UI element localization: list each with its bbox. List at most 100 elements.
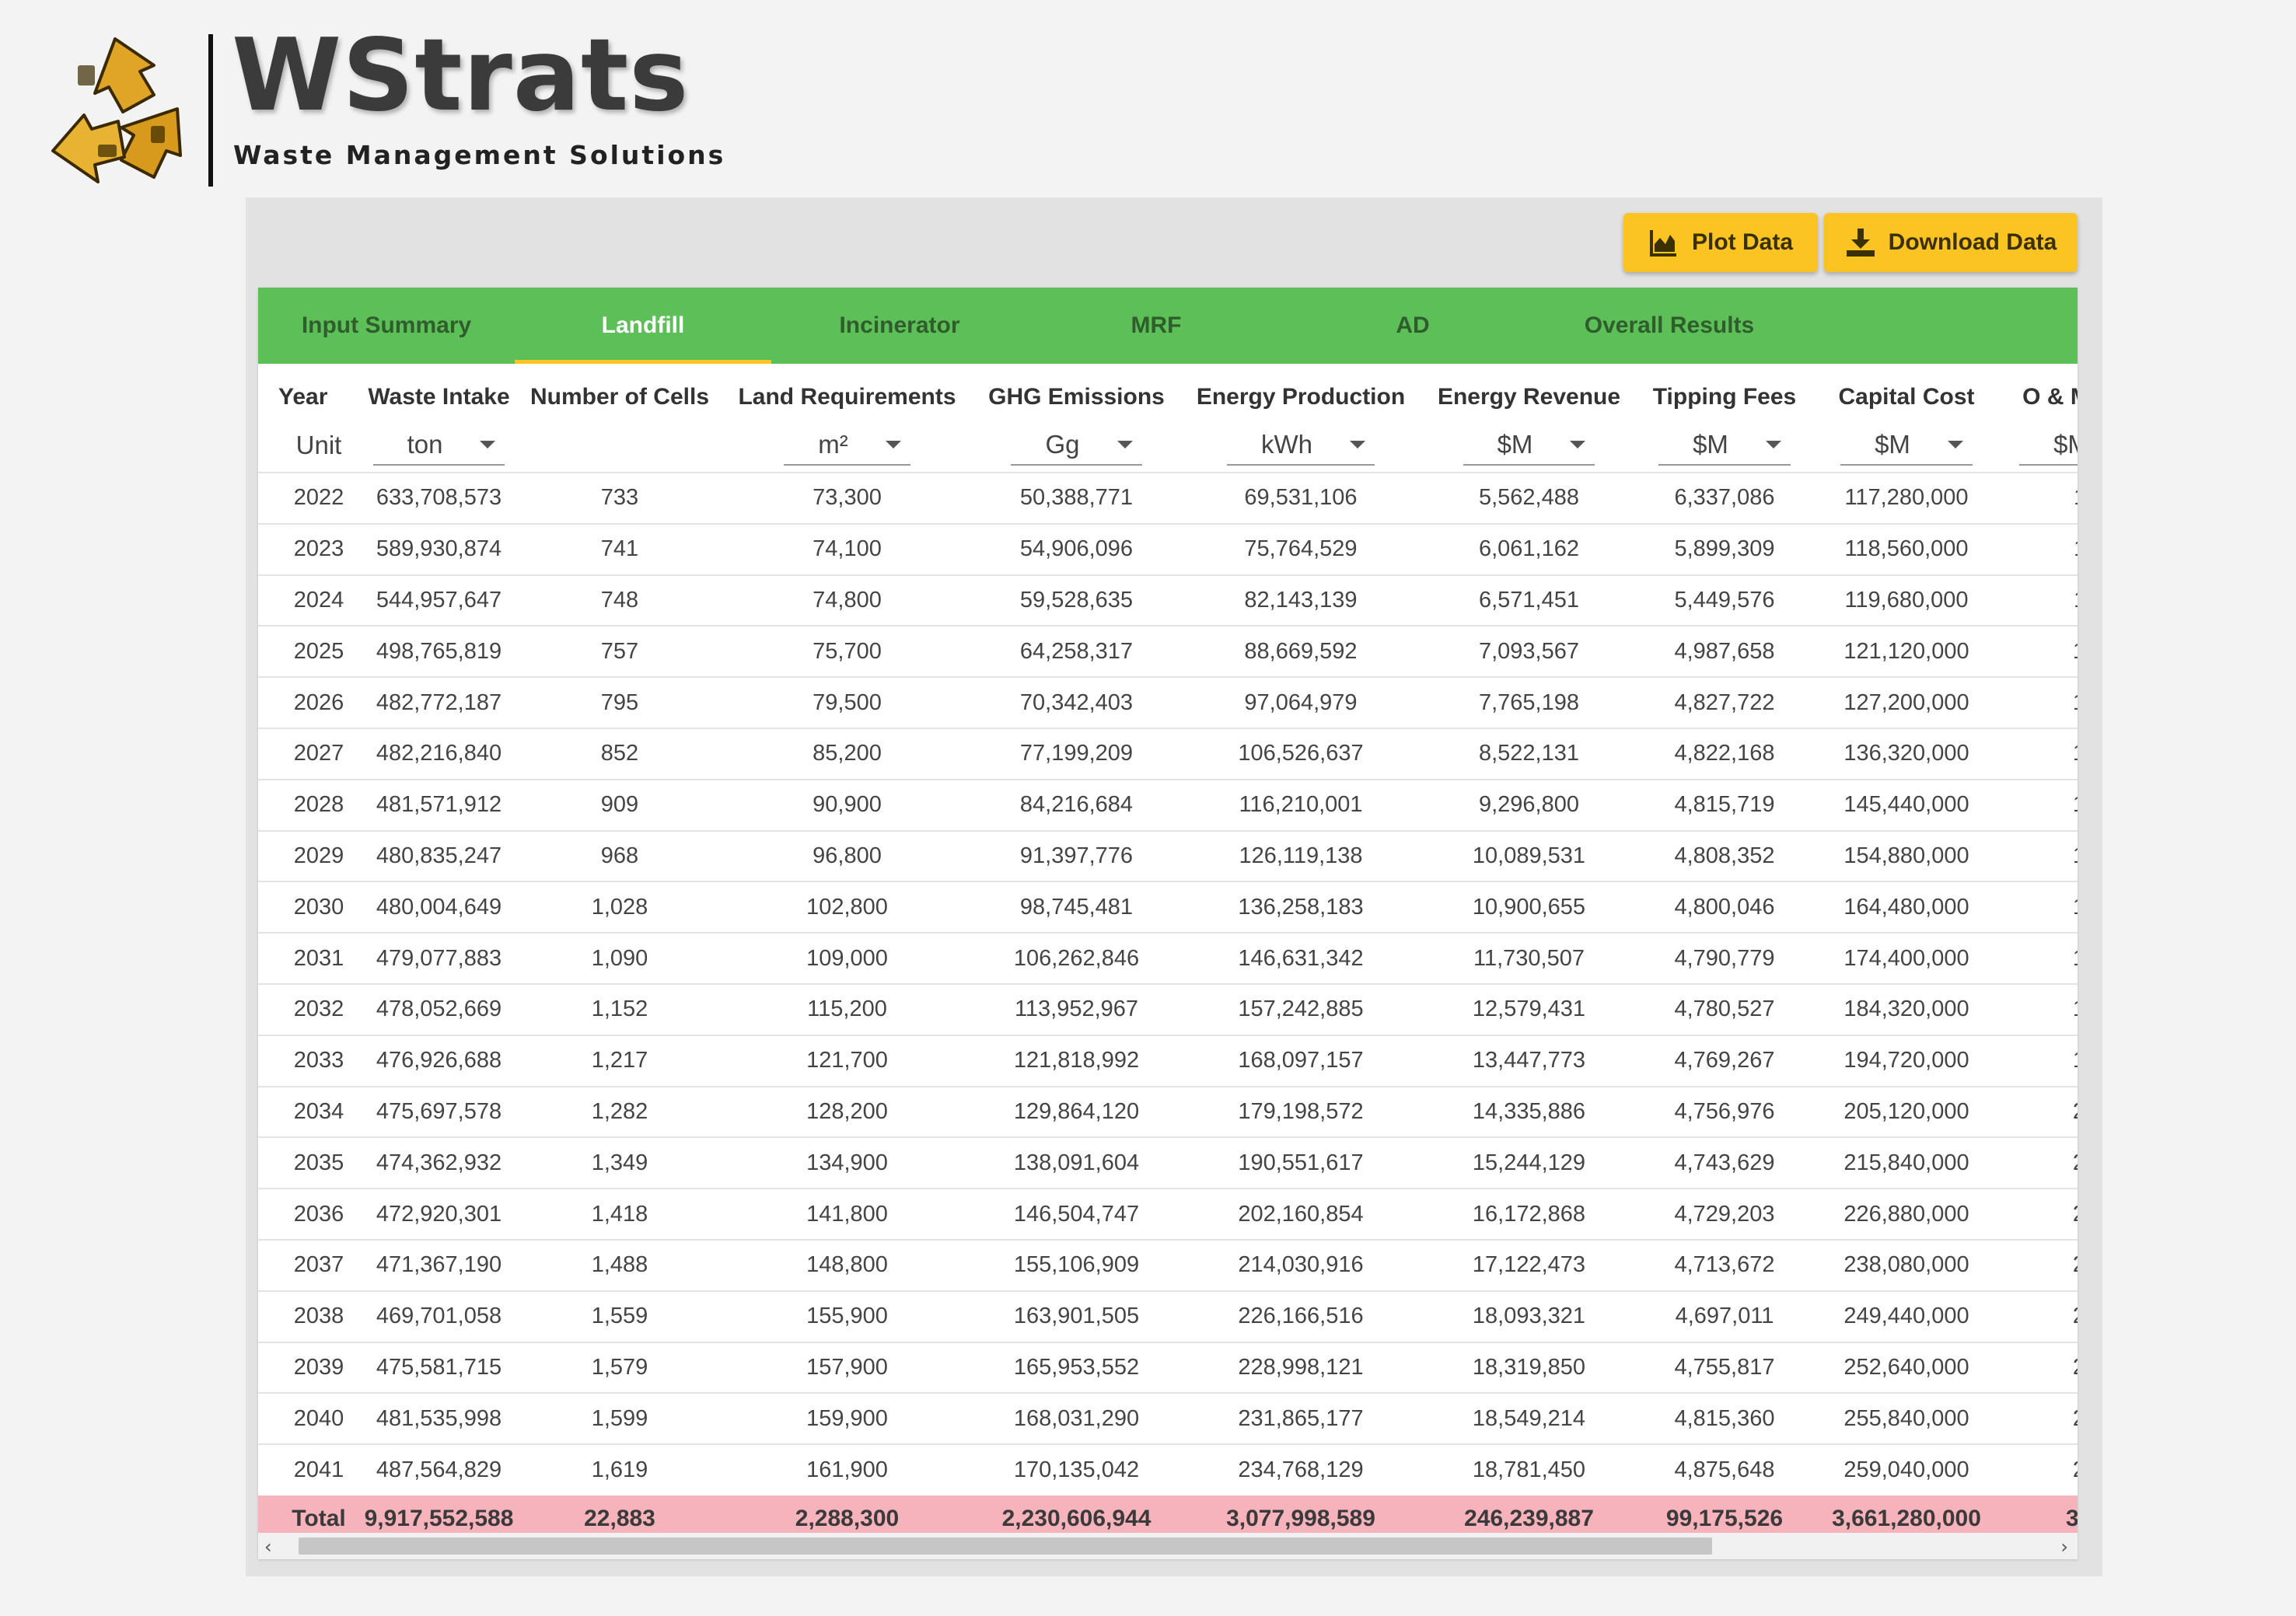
tab-label: Landfill (601, 312, 685, 338)
table-cell: 4,790,779 (1636, 932, 1813, 984)
table-cell: 190,551,617 (1179, 1136, 1422, 1189)
table-cell: 11,730,507 (1422, 932, 1636, 984)
tab-incinerator[interactable]: Incinerator (771, 288, 1028, 364)
unit-select[interactable]: ton (372, 425, 505, 466)
table-cell: 113,952,967 (973, 983, 1179, 1035)
table-row: 2024 544,957,647 748 74,800 59,528,635 82,143… (258, 574, 2078, 627)
table-cell: 1,217 (519, 1034, 721, 1087)
table-cell: 476,926,688 (359, 1034, 519, 1087)
table-cell: 96,800 (721, 829, 973, 882)
table-cell: 69,531,106 (1179, 472, 1422, 524)
table-cell: 15,244,129 (1422, 1136, 1636, 1189)
table-cell: 146,504,747 (973, 1188, 1179, 1240)
table-row: 2023 589,930,874 741 74,100 54,906,096 75,764… (258, 522, 2078, 575)
table-cell: 11 (2000, 472, 2078, 524)
unit-select[interactable]: $M (2019, 425, 2078, 466)
table-cell: 25 (2000, 1443, 2078, 1496)
table-cell: 478,052,669 (359, 983, 519, 1035)
scroll-right-icon[interactable]: › (2060, 1536, 2068, 1558)
tab-ad[interactable]: AD (1284, 288, 1541, 364)
unit-select[interactable]: $M (1840, 425, 1973, 466)
unit-cell: $M (1636, 418, 1813, 473)
brand-name: WStrats (232, 18, 690, 134)
table-cell: 10,089,531 (1422, 829, 1636, 882)
table-cell: 136,320,000 (1813, 727, 2000, 780)
column-header: Land Requirements (738, 384, 956, 410)
unit-select[interactable]: kWh (1227, 425, 1375, 466)
table-cell: 102,800 (721, 881, 973, 934)
table-row: 2026 482,772,187 795 79,500 70,342,403 97,064… (258, 676, 2078, 728)
download-data-label: Download Data (1888, 229, 2057, 255)
table-cell: 11 (2000, 522, 2078, 575)
table-cell: 157,242,885 (1179, 983, 1422, 1035)
table-cell: 589,930,874 (359, 522, 519, 575)
table-cell: 97,064,979 (1179, 676, 1422, 728)
table-cell: 741 (519, 522, 721, 575)
tab-label: MRF (1131, 312, 1182, 338)
table-cell: 17,122,473 (1422, 1238, 1636, 1291)
table-cell: 481,571,912 (359, 778, 519, 831)
table-cell: 9,296,800 (1422, 778, 1636, 831)
table-cell: 84,216,684 (973, 778, 1179, 831)
table-cell: 121,120,000 (1813, 625, 2000, 678)
table-cell: 6,337,086 (1636, 472, 1813, 524)
table-cell: 13,447,773 (1422, 1034, 1636, 1087)
caret-down-icon (480, 440, 496, 449)
download-data-button[interactable]: Download Data (1824, 213, 2078, 272)
table-row: 2035 474,362,932 1,349 134,900 138,091,604 19… (258, 1136, 2078, 1189)
table-cell: 16,172,868 (1422, 1188, 1636, 1240)
unit-row: Unit ton m² Gg kWh $M $M $M $M (258, 418, 2078, 473)
table-row: 2041 487,564,829 1,619 161,900 170,135,042 23… (258, 1443, 2078, 1496)
column-header: Number of Cells (529, 384, 710, 410)
table-cell: 117,280,000 (1813, 472, 2000, 524)
horizontal-scrollbar[interactable]: ‹ › (258, 1533, 2078, 1559)
table-cell: 179,198,572 (1179, 1085, 1422, 1138)
table-cell: 128,200 (721, 1085, 973, 1138)
year-cell: 2037 (258, 1238, 359, 1291)
unit-cell: Gg (973, 418, 1179, 473)
table-cell: 163,901,505 (973, 1290, 1179, 1342)
table-cell: 482,216,840 (359, 727, 519, 780)
table-cell: 4,822,168 (1636, 727, 1813, 780)
table-row: 2029 480,835,247 968 96,800 91,397,776 126,11… (258, 829, 2078, 882)
tab-mrf[interactable]: MRF (1028, 288, 1284, 364)
table-cell: 633,708,573 (359, 472, 519, 524)
table-cell: 498,765,819 (359, 625, 519, 678)
plot-data-label: Plot Data (1691, 229, 1794, 255)
unit-value: $M (2053, 429, 2078, 459)
table-cell: 226,880,000 (1813, 1188, 2000, 1240)
table-cell: 12,579,431 (1422, 983, 1636, 1035)
table-cell: 480,004,649 (359, 881, 519, 934)
scrollbar-thumb[interactable] (299, 1537, 1712, 1555)
table-cell: 168,097,157 (1179, 1034, 1422, 1087)
table-cell: 121,700 (721, 1034, 973, 1087)
table-cell: 194,720,000 (1813, 1034, 2000, 1087)
unit-value: Gg (1045, 429, 1080, 459)
table-cell: 259,040,000 (1813, 1443, 2000, 1496)
table-cell: 88,669,592 (1179, 625, 1422, 678)
table-cell: 1,349 (519, 1136, 721, 1189)
tab-input-summary[interactable]: Input Summary (258, 288, 515, 364)
unit-cell: $M (1813, 418, 2000, 473)
table-cell: 475,697,578 (359, 1085, 519, 1138)
unit-cell: $M (1422, 418, 1636, 473)
table-cell: 487,564,829 (359, 1443, 519, 1496)
table-cell: 4,756,976 (1636, 1085, 1813, 1138)
column-header: Year (278, 384, 328, 410)
area-chart-icon (1649, 230, 1676, 257)
unit-cell: ton (359, 418, 519, 473)
table-cell: 157,900 (721, 1341, 973, 1394)
tab-bar: Input Summary Landfill Incinerator MRF A… (258, 288, 2078, 364)
tab-landfill[interactable]: Landfill (515, 288, 771, 364)
table-cell: 14 (2000, 778, 2078, 831)
table-cell: 116,210,001 (1179, 778, 1422, 831)
tab-overall-results[interactable]: Overall Results (1541, 288, 1798, 364)
unit-select[interactable]: Gg (1011, 425, 1142, 466)
table-scroll-area[interactable]: Year Waste Intake Number of Cells Land Requ… (258, 364, 2078, 1559)
unit-select[interactable]: m² (784, 425, 910, 466)
unit-select[interactable]: $M (1658, 425, 1791, 466)
plot-data-button[interactable]: Plot Data (1623, 213, 1818, 272)
scroll-left-icon[interactable]: ‹ (264, 1536, 272, 1558)
unit-select[interactable]: $M (1463, 425, 1595, 466)
table-cell: 1,619 (519, 1443, 721, 1496)
